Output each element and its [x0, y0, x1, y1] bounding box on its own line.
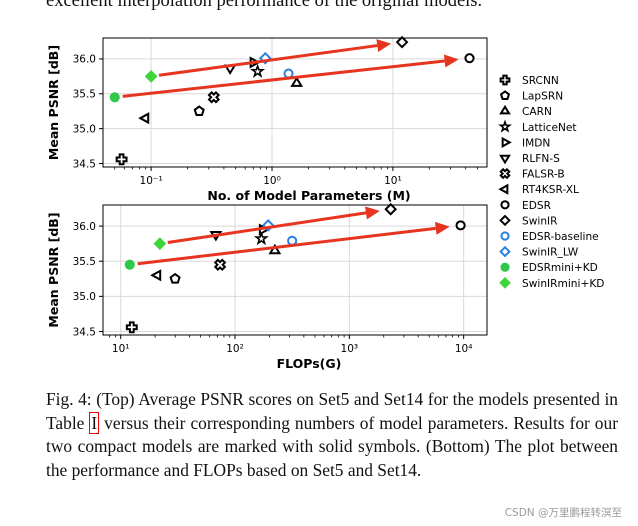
- y-tick-label: 34.5: [73, 158, 96, 170]
- legend-label: SwinIR_LW: [522, 247, 579, 259]
- x-tick-label: 10⁰: [263, 175, 281, 187]
- legend-label: LatticeNet: [522, 122, 577, 134]
- data-point-swinir: [384, 202, 398, 216]
- legend-label: SwinIR: [522, 215, 558, 227]
- legend-item-srcnn: SRCNN: [499, 74, 559, 87]
- legend-label: EDSR-baseline: [522, 231, 599, 243]
- legend-item-edsr-baseline: EDSR-baseline: [500, 231, 599, 243]
- legend-marker-swinirmini-kd: [499, 277, 511, 289]
- x-tick-label: 10⁻¹: [140, 175, 163, 187]
- legend-marker-edsrmini-kd: [500, 262, 510, 272]
- x-tick-label: 10³: [341, 343, 359, 355]
- data-point-edsr: [464, 53, 475, 64]
- data-point-swinirmini-kd: [153, 237, 167, 251]
- legend-marker-falsr-b: [499, 167, 511, 180]
- caption-part-2: versus their corresponding numbers of mo…: [46, 412, 618, 480]
- legend-item-swinir-lw: SwinIR_LW: [499, 245, 579, 259]
- arrow-swinirmini-kd-to-swinir: [167, 206, 380, 244]
- legend-item-swinir: SwinIR: [499, 214, 558, 227]
- legend-item-latticenet: LatticeNet: [498, 119, 577, 134]
- arrow-swinirmini-kd-to-swinir: [158, 39, 392, 77]
- x-axis-title: FLOPs(G): [277, 356, 342, 371]
- legend-label: FALSR-B: [522, 169, 565, 181]
- data-point-carn: [268, 243, 282, 255]
- data-point-carn: [290, 76, 304, 87]
- y-tick-label: 34.5: [73, 326, 96, 338]
- chart-panel-parameters: 10⁻¹ 10⁰ 10¹ 34.5 35.0 35.5 36.0 No. of Model P…: [46, 35, 488, 203]
- data-point-rt4ksr-xl: [150, 269, 162, 282]
- y-tick-label: 35.5: [73, 256, 96, 268]
- legend-item-edsr: EDSR: [500, 200, 552, 212]
- legend-label: CARN: [522, 106, 552, 118]
- legend-marker-rt4ksr-xl: [498, 183, 509, 195]
- legend-item-rt4ksr-xl: RT4KSR-XL: [498, 183, 579, 196]
- legend-marker-swinir-lw: [499, 245, 511, 258]
- y-tick-label: 35.0: [73, 123, 96, 135]
- arrow-edsrmini-kd-to-edsr: [137, 221, 450, 266]
- legend-label: EDSRmini+KD: [522, 262, 598, 274]
- x-tick-label: 10²: [226, 343, 244, 355]
- chart-figure: 10⁻¹ 10⁰ 10¹ 34.5 35.0 35.5 36.0 No. of Model P…: [46, 35, 604, 371]
- data-point-srcnn: [115, 153, 128, 166]
- data-point-edsr: [455, 220, 466, 231]
- legend-marker-srcnn: [499, 74, 511, 86]
- data-point-lapsrn: [169, 272, 181, 284]
- legend-marker-edsr: [500, 200, 510, 210]
- legend: SRCNN LapSRN CARN LatticeNet IMDN RLFN-S FALSR…: [498, 74, 604, 290]
- plot-frame: [102, 204, 488, 336]
- caption-part-1: Fig. 4: (Top) Average PSNR scores on Set…: [46, 389, 618, 433]
- y-tick-label: 36.0: [73, 54, 96, 66]
- legend-item-falsr-b: FALSR-B: [499, 167, 565, 181]
- data-point-swinirmini-kd: [144, 69, 158, 83]
- data-point-lapsrn: [193, 105, 205, 117]
- legend-label: SwinIRmini+KD: [522, 278, 604, 290]
- legend-label: LapSRN: [522, 91, 563, 103]
- data-point-rt4ksr-xl: [138, 112, 150, 125]
- data-point-swinir: [395, 35, 409, 49]
- watermark: CSDN @万里鹏程转溟至: [504, 507, 622, 519]
- data-point-srcnn: [125, 321, 138, 334]
- preceding-text-line: excellent interpolation performance of t…: [46, 0, 483, 11]
- x-tick-label: 10¹: [384, 175, 402, 187]
- data-point-falsr-b: [213, 258, 227, 271]
- chart-panel-flops: 10¹ 10² 10³ 10⁴ 34.5 35.0 35.5 36.0 FLOPs(G) Mean…: [46, 202, 488, 371]
- x-axis-title: No. of Model Parameters (M): [207, 188, 410, 203]
- legend-label: RT4KSR-XL: [522, 184, 579, 196]
- plot-frame: [102, 37, 488, 168]
- legend-label: RLFN-S: [522, 153, 560, 165]
- legend-item-rlfn-s: RLFN-S: [499, 153, 560, 165]
- figure-caption: Fig. 4: (Top) Average PSNR scores on Set…: [46, 388, 618, 482]
- arrow-edsrmini-kd-to-edsr: [122, 54, 459, 98]
- data-point-edsrmini-kd: [109, 92, 120, 103]
- legend-item-edsrmini-kd: EDSRmini+KD: [500, 262, 598, 274]
- legend-marker-swinir: [499, 214, 511, 227]
- data-point-edsrmini-kd: [124, 259, 135, 270]
- legend-marker-carn: [499, 104, 511, 115]
- legend-marker-lapsrn: [499, 90, 511, 100]
- legend-label: IMDN: [522, 137, 550, 149]
- data-point-latticenet: [250, 63, 266, 78]
- data-point-falsr-b: [207, 91, 221, 104]
- legend-marker-imdn: [501, 136, 512, 148]
- legend-marker-latticenet: [498, 119, 512, 133]
- legend-item-swinirmini-kd: SwinIRmini+KD: [499, 277, 604, 290]
- x-tick-label: 10¹: [112, 343, 130, 355]
- legend-marker-edsr-baseline: [500, 231, 510, 241]
- data-point-latticenet: [253, 230, 269, 246]
- y-tick-label: 36.0: [73, 221, 96, 233]
- y-tick-label: 35.0: [73, 291, 96, 303]
- legend-marker-rlfn-s: [499, 154, 511, 165]
- y-tick-label: 35.5: [73, 89, 96, 101]
- legend-label: SRCNN: [522, 75, 559, 87]
- legend-item-imdn: IMDN: [501, 136, 550, 149]
- legend-item-lapsrn: LapSRN: [499, 90, 563, 103]
- x-tick-label: 10⁴: [455, 343, 473, 355]
- legend-item-carn: CARN: [499, 104, 552, 118]
- table-reference-link[interactable]: I: [89, 411, 100, 434]
- y-axis-title: Mean PSNR [dB]: [46, 45, 61, 160]
- y-axis-title: Mean PSNR [dB]: [46, 212, 61, 327]
- legend-label: EDSR: [522, 200, 552, 212]
